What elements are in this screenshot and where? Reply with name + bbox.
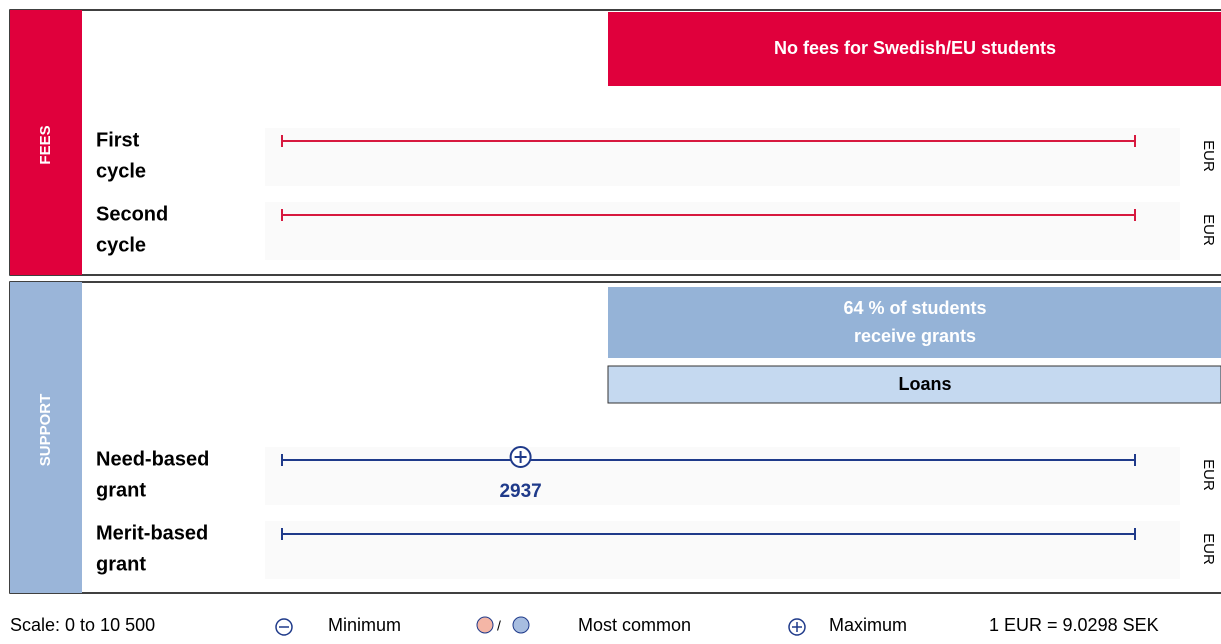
- row-label: grant: [96, 479, 146, 501]
- support-banner-box: [608, 287, 1221, 358]
- fees-band: [10, 10, 82, 275]
- support-band: [10, 282, 82, 593]
- maximum-label: Maximum: [829, 615, 907, 635]
- unit-label: EUR: [1200, 140, 1217, 172]
- exchange-rate: 1 EUR = 9.0298 SEK: [989, 615, 1159, 635]
- row-label: Need-based: [96, 448, 209, 470]
- fees-banner-box: [608, 12, 1221, 86]
- fees-label: FEES: [37, 125, 54, 164]
- most-common-label: Most common: [578, 615, 691, 635]
- loans-box: [607, 365, 1221, 404]
- row-label: Second: [96, 203, 168, 225]
- scale-label: Scale: 0 to 10 500: [10, 615, 155, 635]
- minimum-icon: [275, 618, 293, 636]
- row-background: [265, 202, 1180, 260]
- fees-banner: No fees for Swedish/EU students: [774, 38, 1056, 58]
- unit-label: EUR: [1200, 459, 1217, 491]
- row-background: [265, 128, 1180, 186]
- row-background: [265, 521, 1180, 579]
- unit-label: EUR: [1200, 214, 1217, 246]
- row-label: Merit-based: [96, 522, 208, 544]
- maximum-value: 2937: [499, 481, 541, 502]
- row-label: First: [96, 129, 140, 151]
- unit-label: EUR: [1200, 533, 1217, 565]
- row-label: cycle: [96, 160, 146, 182]
- minimum-label: Minimum: [328, 615, 401, 635]
- support-banner: 64 % of students: [843, 298, 986, 318]
- row-label: cycle: [96, 234, 146, 256]
- common-icon: [476, 616, 494, 634]
- loans-label: Loans: [898, 374, 951, 394]
- row-background: [265, 447, 1180, 505]
- legend: Scale: 0 to 10 500 Minimum / Most common…: [10, 615, 1159, 636]
- support-banner: receive grants: [854, 326, 976, 346]
- common-icon: [512, 616, 530, 634]
- separator: /: [497, 618, 501, 634]
- row-label: grant: [96, 553, 146, 575]
- maximum-icon: [788, 618, 806, 636]
- support-label: SUPPORT: [37, 394, 54, 467]
